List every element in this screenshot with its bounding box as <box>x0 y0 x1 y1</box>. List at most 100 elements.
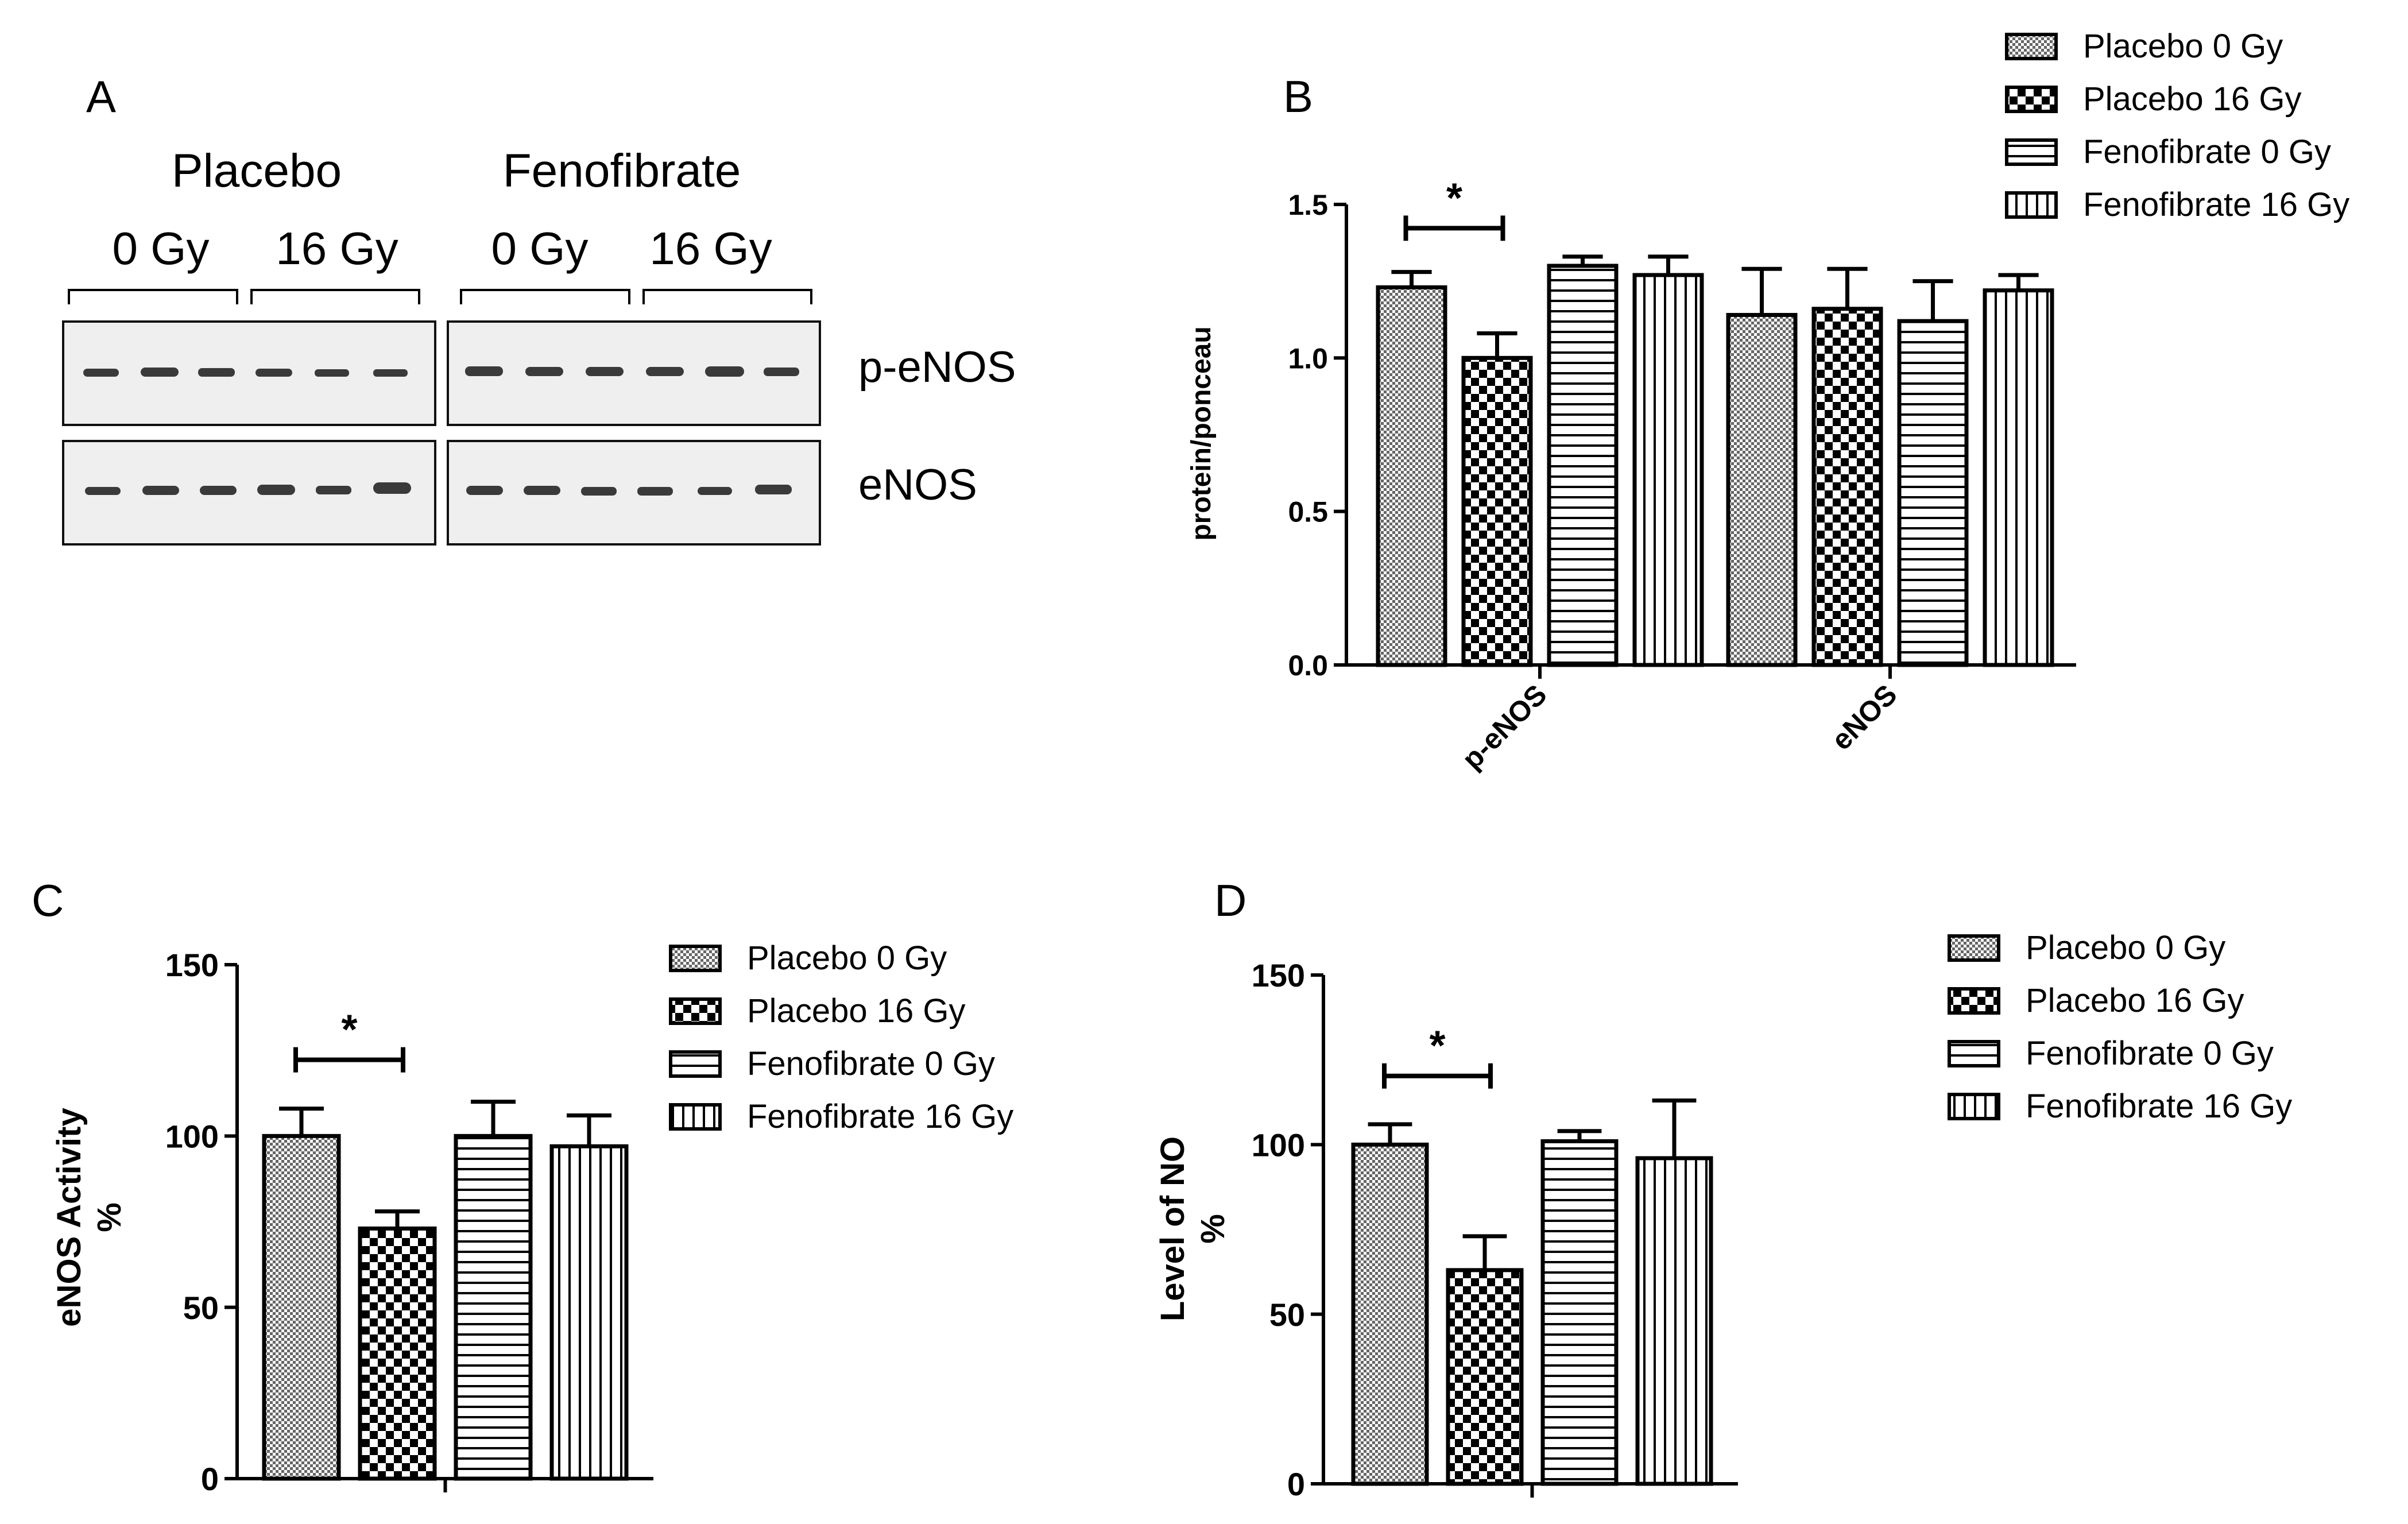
blot-bands-enos <box>85 482 792 496</box>
legend-label: Placebo 0 Gy <box>2083 28 2283 65</box>
blot-bracket <box>642 289 812 304</box>
blot-band <box>465 366 503 376</box>
bar <box>1632 273 1704 667</box>
blot-row-label: p-eNOS <box>858 343 1016 392</box>
blot-band <box>198 368 235 377</box>
bar <box>262 1134 341 1481</box>
chart-b: 0.0 0.5 1.0 1.5 protein/ponceau p-eNOS eNOS * <box>1186 175 2076 775</box>
blot-band <box>315 369 349 377</box>
bar <box>1351 1142 1429 1486</box>
y-tick-label: 0.0 <box>1288 649 1328 682</box>
bar <box>1897 319 1969 667</box>
legend-label: Fenofibrate 0 Gy <box>2026 1035 2274 1072</box>
blot-band <box>141 368 179 377</box>
significance-marker: * <box>1429 1023 1445 1069</box>
blot-dose-label: 0 Gy <box>113 223 210 274</box>
blot-band <box>200 486 237 495</box>
y-axis-label: eNOS Activity <box>51 1108 88 1326</box>
y-tick-label: 1.0 <box>1288 342 1328 374</box>
blot-band <box>586 367 624 376</box>
legend-label: Fenofibrate 16 Gy <box>2083 186 2349 223</box>
x-tick-label: eNOS <box>1825 678 1903 756</box>
legend-swatch <box>2005 191 2058 219</box>
legend-swatch <box>669 1050 722 1078</box>
y-tick-label: 100 <box>1252 1127 1305 1163</box>
blot-band <box>646 367 684 376</box>
bar <box>1547 264 1619 667</box>
blot-band <box>142 486 179 495</box>
legend-swatch <box>669 1103 722 1131</box>
legend-d: Placebo 0 Gy Placebo 16 Gy Fenofibrate 0 G… <box>1948 929 2292 1125</box>
blot-band <box>524 486 560 495</box>
blot-dose-label: 0 Gy <box>491 223 589 274</box>
legend-swatch <box>669 945 722 972</box>
y-axis-label: Level of NO <box>1154 1136 1191 1321</box>
panel-label-d: D <box>1214 875 1246 926</box>
y-tick-label: 150 <box>165 947 219 983</box>
legend-c: Placebo 0 Gy Placebo 16 Gy Fenofibrate 0 G… <box>669 939 1013 1135</box>
blot-group-fenofibrate: Fenofibrate <box>503 145 741 197</box>
bar <box>1461 355 1533 667</box>
bar <box>1811 307 1883 667</box>
blot-band <box>755 485 792 494</box>
blot-bracket <box>250 289 420 304</box>
y-tick-label: 50 <box>1269 1297 1305 1333</box>
y-axis-label: protein/ponceau <box>1186 326 1217 540</box>
bar <box>1726 312 1798 667</box>
y-axis-unit: % <box>1194 1214 1232 1244</box>
blot-band <box>373 369 408 377</box>
chart-c: 0 50 100 150 eNOS Activity % * <box>51 947 653 1497</box>
significance-marker: * <box>341 1007 357 1053</box>
blot-bands-p-enos <box>83 366 799 377</box>
legend-b: Placebo 0 Gy Placebo 16 Gy Fenofibrate 0 G… <box>2005 28 2349 223</box>
bar <box>1983 288 2054 667</box>
blot-band <box>581 487 617 496</box>
blot-dose-label: 16 Gy <box>649 223 772 274</box>
blot-band <box>466 486 503 495</box>
panel-label-c: C <box>32 875 64 926</box>
y-tick-label: 0.5 <box>1288 496 1328 528</box>
blot-band <box>257 485 295 495</box>
y-tick-label: 150 <box>1252 957 1305 993</box>
blot-band <box>316 486 351 494</box>
panel-label-b: B <box>1283 71 1313 122</box>
blot-band <box>85 487 121 495</box>
legend-label: Placebo 16 Gy <box>2083 80 2301 118</box>
legend-swatch <box>2005 33 2058 60</box>
bar <box>358 1226 437 1481</box>
legend-label: Fenofibrate 0 Gy <box>747 1045 995 1082</box>
blot-band <box>698 487 732 495</box>
legend-label: Fenofibrate 0 Gy <box>2083 133 2331 171</box>
legend-swatch <box>2005 86 2058 113</box>
legend-swatch <box>669 997 722 1025</box>
blot-group-placebo: Placebo <box>172 145 342 197</box>
y-tick-label: 1.5 <box>1288 189 1328 221</box>
legend-swatch <box>1948 987 2000 1015</box>
legend-swatch <box>1948 1093 2000 1120</box>
legend-swatch <box>1948 934 2000 962</box>
panel-a: A Placebo Fenofibrate 0 Gy 16 Gy 0 Gy 16… <box>62 71 1016 546</box>
blot-band <box>705 366 744 377</box>
blot-band <box>373 482 411 494</box>
blot-band <box>764 368 799 376</box>
y-tick-label: 0 <box>1287 1466 1305 1502</box>
blot-bracket <box>68 289 238 304</box>
significance-marker: * <box>1446 175 1462 221</box>
bar <box>454 1134 533 1481</box>
x-tick-label: p-eNOS <box>1456 678 1553 775</box>
y-tick-label: 100 <box>165 1118 219 1154</box>
legend-label: Fenofibrate 16 Gy <box>2026 1088 2292 1125</box>
blot-band <box>83 369 119 377</box>
bar <box>1635 1156 1713 1486</box>
blot-band <box>525 367 563 376</box>
panel-label-a: A <box>86 71 116 122</box>
legend-label: Placebo 16 Gy <box>747 992 965 1030</box>
blot-membrane-p-enos-right <box>447 320 821 426</box>
blot-bracket <box>460 289 630 304</box>
y-axis-unit: % <box>91 1202 128 1232</box>
legend-swatch <box>2005 138 2058 166</box>
y-tick-label: 0 <box>201 1461 219 1497</box>
legend-label: Placebo 16 Gy <box>2026 982 2244 1019</box>
blot-band <box>637 487 673 496</box>
